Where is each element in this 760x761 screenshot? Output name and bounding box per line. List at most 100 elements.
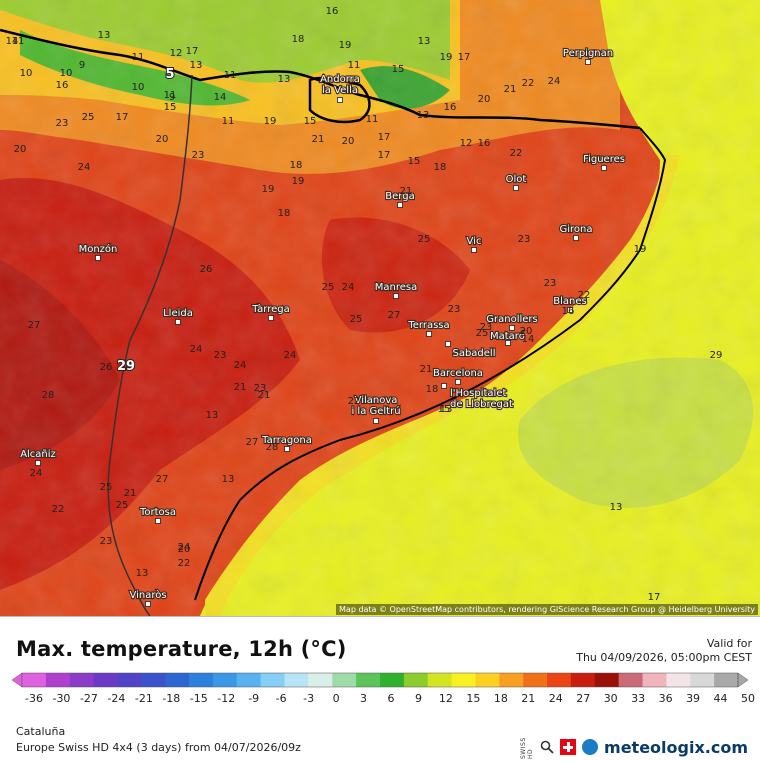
city-label: Tàrrega xyxy=(251,303,290,315)
weather-map[interactable]: Perpignan Andorra la Vella Figueres Olot Berg… xyxy=(0,0,760,616)
temperature-value: 10 xyxy=(132,82,145,93)
legend-tick-label: 18 xyxy=(494,692,508,705)
temperature-value: 14 xyxy=(522,334,535,345)
legend-color-swatch xyxy=(690,673,715,687)
city-label: Blanes xyxy=(553,296,586,307)
temperature-value: 25 xyxy=(82,112,95,123)
temperature-value: 16 xyxy=(326,6,339,17)
temperature-value: 21 xyxy=(420,364,433,375)
city-label: Vilanova i la Geltrú xyxy=(351,395,400,417)
temperature-value: 28 xyxy=(42,390,55,401)
temperature-value: 19 xyxy=(262,184,275,195)
temperature-value: 19 xyxy=(292,176,305,187)
city-marker xyxy=(585,59,591,65)
extreme-value-label: 29 xyxy=(117,359,135,374)
legend-color-swatch xyxy=(356,673,381,687)
legend-color-swatch xyxy=(475,673,500,687)
border-andorra xyxy=(308,76,371,124)
city-label: Andorra la Vella xyxy=(320,74,360,96)
temperature-value: 20 xyxy=(156,134,169,145)
temperature-value: 11 xyxy=(366,114,379,125)
legend-tick-label: -3 xyxy=(303,692,314,705)
legend-arrow-low xyxy=(11,672,23,688)
legend-tick-label: 39 xyxy=(686,692,700,705)
extreme-value-label: 5 xyxy=(165,67,174,82)
city-label: Mataró xyxy=(490,330,525,342)
legend-color-swatch xyxy=(332,673,357,687)
legend-color-swatch xyxy=(236,673,262,687)
temperature-value: 28 xyxy=(266,442,279,453)
temperature-value: 17 xyxy=(458,52,471,63)
map-title: Max. temperature, 12h (°C) xyxy=(16,637,347,661)
city-marker xyxy=(95,255,101,261)
city-marker xyxy=(337,97,343,103)
legend-tick-label: 6 xyxy=(388,692,395,705)
temperature-value: 19 xyxy=(634,244,647,255)
legend-tick-label: -6 xyxy=(276,692,287,705)
temperature-value: 13 xyxy=(418,36,431,47)
city-label: Granollers xyxy=(486,314,537,325)
temperature-value: 15 xyxy=(438,404,451,415)
temperature-value: 17 xyxy=(116,112,129,123)
temperature-value: 18 xyxy=(290,160,303,171)
temperature-value: 19 xyxy=(264,116,277,127)
temperature-value: 14 xyxy=(214,92,227,103)
temperature-value: 27 xyxy=(388,310,401,321)
legend-tick-label: 3 xyxy=(360,692,367,705)
legend-color-swatch xyxy=(117,673,142,687)
city-marker xyxy=(268,315,274,321)
legend-color-swatch xyxy=(523,673,548,687)
temperature-value: 26 xyxy=(100,362,113,373)
temperature-value: 18 xyxy=(292,34,305,45)
brand-name[interactable]: meteologix.com xyxy=(604,737,748,757)
legend-tick-label: 0 xyxy=(333,692,340,705)
swiss-flag-icon xyxy=(560,739,577,755)
temperature-value: 16 xyxy=(444,102,457,113)
city-label: Olot xyxy=(506,174,527,185)
city-label: l'Hospitalet de Llobregat xyxy=(450,388,513,410)
temperature-value: 21 xyxy=(400,186,413,197)
city-label: Barcelona xyxy=(433,368,483,379)
border-france-spain xyxy=(0,28,641,130)
city-label: Lleida xyxy=(163,308,193,319)
legend-arrow-high xyxy=(737,672,749,688)
temperature-value: 23 xyxy=(254,383,267,394)
temperature-value: 15 xyxy=(408,156,421,167)
temperature-value: 13 xyxy=(610,502,623,513)
legend-color-swatch xyxy=(260,673,286,687)
city-marker xyxy=(397,202,403,208)
temperature-value: 23 xyxy=(192,150,205,161)
search-icon[interactable] xyxy=(540,740,554,754)
temperature-value: 21 xyxy=(504,84,517,95)
temperature-value: 27 xyxy=(156,474,169,485)
city-marker xyxy=(284,446,290,452)
legend-color-swatch xyxy=(547,673,572,687)
temperature-value: 22 xyxy=(348,396,361,407)
map-attribution[interactable]: Map data © OpenStreetMap contributors, r… xyxy=(336,604,758,615)
temperature-value: 20 xyxy=(178,544,191,555)
legend-color-swatch xyxy=(570,673,596,687)
temperature-value: 22 xyxy=(510,148,523,159)
temperature-value: 10 xyxy=(20,68,33,79)
city-markers: Perpignan Andorra la Vella Figueres Olot Berg… xyxy=(19,47,626,607)
legend-tick-label: 21 xyxy=(521,692,535,705)
temperature-value: 11 xyxy=(348,60,361,71)
temperature-value: 13 xyxy=(222,474,235,485)
legend-color-swatch xyxy=(189,673,214,687)
city-marker xyxy=(455,379,461,385)
temperature-value: 26 xyxy=(200,264,213,275)
temperature-value: 24 xyxy=(284,350,297,361)
temperature-value: 23 xyxy=(480,322,493,333)
temperature-value: 15 xyxy=(392,64,405,75)
brand[interactable]: SWISS HD meteologix.com xyxy=(520,735,748,759)
temperature-value: 20 xyxy=(520,326,533,337)
border-aragon-catalonia xyxy=(107,74,193,616)
temperature-value: 9 xyxy=(79,60,85,71)
city-label: Perpignan xyxy=(563,48,613,59)
temperature-value: 17 xyxy=(186,46,199,57)
temperature-value: 11 xyxy=(132,52,145,63)
city-marker xyxy=(513,185,519,191)
legend-color-swatch xyxy=(69,673,95,687)
temperature-value: 24 xyxy=(234,360,247,371)
legend-tick-label: -15 xyxy=(190,692,208,705)
